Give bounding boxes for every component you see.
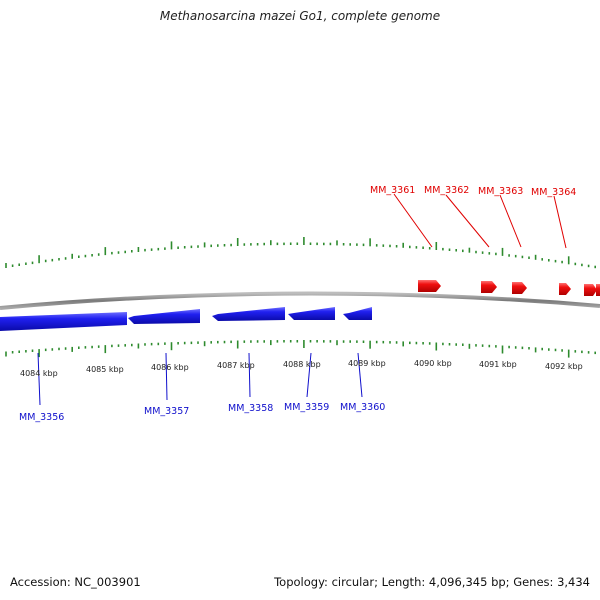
gene-label-mm-3361[interactable]: MM_3361 (370, 185, 415, 196)
gene-arrow-mm-3361[interactable] (418, 280, 441, 292)
reverse-gene-labels (37, 352, 363, 406)
scale-labels: 4084 kbp 4085 kbp 4086 kbp 4087 kbp 4088… (20, 359, 583, 378)
lower-tick-row (5, 340, 597, 358)
gene-arrow-partial-a[interactable] (584, 284, 597, 296)
gene-label-mm-3359[interactable]: MM_3359 (284, 402, 329, 413)
gene-label-mm-3363[interactable]: MM_3363 (478, 186, 523, 197)
gene-arrow-mm-3358[interactable] (212, 307, 285, 321)
scale-label: 4089 kbp (348, 359, 386, 368)
scale-label: 4087 kbp (217, 361, 255, 370)
gene-arrow-mm-3357[interactable] (128, 309, 200, 324)
gene-label-mm-3360[interactable]: MM_3360 (340, 402, 385, 413)
gene-arrow-mm-3364[interactable] (559, 283, 571, 295)
gene-label-mm-3362[interactable]: MM_3362 (424, 185, 469, 196)
scale-label: 4085 kbp (86, 365, 124, 374)
genome-backbone (0, 291, 600, 310)
gene-label-mm-3356[interactable]: MM_3356 (19, 412, 64, 423)
genome-summary-text: Topology: circular; Length: 4,096,345 bp… (274, 575, 590, 589)
genome-title: Methanosarcina mazei Go1, complete genom… (159, 9, 441, 23)
scale-label: 4088 kbp (283, 360, 321, 369)
scale-label: 4084 kbp (20, 369, 58, 378)
gene-arrow-partial-b[interactable] (596, 284, 600, 296)
scale-label: 4090 kbp (414, 359, 452, 368)
accession-text: Accession: NC_003901 (10, 575, 141, 589)
gene-arrow-mm-3360[interactable] (343, 307, 372, 320)
gene-arrow-mm-3359[interactable] (288, 307, 335, 320)
gene-label-mm-3364[interactable]: MM_3364 (531, 187, 576, 198)
gene-arrow-mm-3362[interactable] (481, 281, 497, 293)
forward-gene-labels (393, 193, 567, 249)
scale-label: 4086 kbp (151, 363, 189, 372)
forward-strand-genes (418, 280, 600, 296)
gene-arrow-mm-3363[interactable] (512, 282, 527, 294)
gene-arrow-mm-3356[interactable] (0, 312, 127, 331)
scale-label: 4092 kbp (545, 362, 583, 371)
gene-label-mm-3358[interactable]: MM_3358 (228, 403, 273, 414)
gene-label-mm-3357[interactable]: MM_3357 (144, 406, 189, 417)
scale-label: 4091 kbp (479, 360, 517, 369)
reverse-strand-genes (0, 307, 372, 331)
upper-tick-row (5, 237, 597, 269)
